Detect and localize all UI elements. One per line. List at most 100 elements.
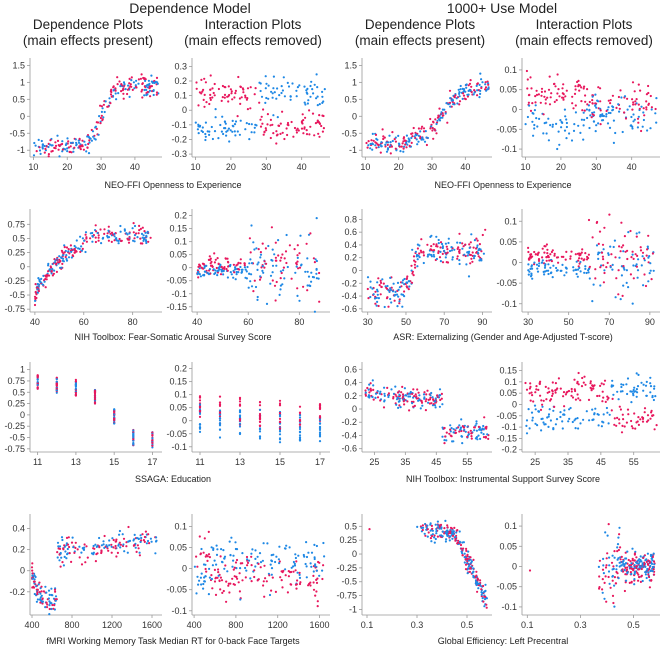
data-point (388, 134, 391, 137)
data-point (401, 293, 405, 296)
data-point (219, 273, 223, 276)
data-point (431, 527, 434, 530)
data-point (300, 127, 304, 130)
x-tick-label: 30 (523, 317, 533, 327)
data-point (544, 423, 547, 426)
data-point (648, 586, 652, 589)
data-point (405, 277, 408, 281)
data-point (227, 584, 230, 587)
data-point (649, 391, 652, 394)
data-point (273, 91, 276, 94)
data-point (417, 140, 420, 143)
data-point (31, 572, 34, 575)
data-point (470, 437, 473, 440)
data-point (295, 95, 298, 98)
data-point (466, 560, 469, 563)
data-point (610, 409, 613, 412)
data-point (456, 247, 459, 250)
data-point (303, 126, 306, 129)
data-point (464, 568, 468, 571)
data-point (459, 241, 462, 244)
data-point (475, 251, 478, 254)
data-point (455, 529, 458, 532)
data-point (223, 96, 226, 99)
data-point (266, 123, 269, 126)
data-point (579, 270, 582, 273)
data-point (295, 583, 298, 586)
data-point (80, 551, 83, 554)
data-point (582, 124, 585, 127)
model-title-dependence: Dependence Model (129, 0, 251, 16)
data-point (645, 569, 648, 572)
data-point (146, 93, 149, 96)
data-point (217, 571, 220, 574)
data-point (312, 570, 315, 573)
data-point (125, 232, 128, 235)
data-point (114, 547, 117, 550)
data-point (296, 254, 299, 257)
data-point (58, 155, 61, 158)
data-point (55, 263, 58, 266)
data-point (62, 564, 65, 567)
data-point (99, 228, 102, 231)
data-point (369, 280, 372, 283)
data-point (466, 553, 469, 556)
data-point (88, 141, 91, 144)
data-point (398, 397, 401, 400)
data-point (427, 401, 430, 404)
data-point (427, 531, 430, 534)
data-point (197, 123, 200, 126)
data-point (642, 118, 646, 122)
data-point (602, 564, 605, 567)
data-point (368, 383, 371, 386)
data-point (603, 581, 606, 585)
data-point (316, 86, 319, 89)
data-point (479, 92, 482, 95)
data-point (576, 382, 579, 385)
data-point (126, 88, 129, 91)
data-point (146, 539, 150, 543)
data-point (439, 250, 442, 253)
data-point (65, 142, 68, 145)
data-point (274, 259, 277, 262)
data-point (57, 144, 60, 147)
data-point (386, 147, 390, 150)
data-point (402, 395, 405, 398)
data-point (286, 121, 290, 125)
data-point (632, 277, 635, 280)
data-point (575, 272, 578, 276)
data-point (577, 397, 580, 400)
data-point (101, 118, 104, 121)
data-point (454, 536, 457, 539)
data-point (304, 562, 307, 566)
data-point (453, 248, 456, 251)
data-point (610, 385, 613, 388)
data-point (637, 568, 641, 571)
data-point (639, 418, 642, 421)
data-point (201, 262, 204, 265)
data-point (547, 387, 550, 390)
data-point (120, 239, 123, 243)
data-point (637, 573, 640, 576)
data-point (151, 437, 154, 440)
data-point (143, 237, 146, 240)
data-point (551, 381, 554, 384)
data-point (426, 255, 429, 258)
data-point (220, 270, 223, 273)
data-point (602, 421, 605, 424)
data-point (469, 79, 472, 82)
data-point (453, 526, 456, 530)
data-point (312, 276, 316, 279)
data-point (204, 563, 207, 566)
x-tick-label: 10 (28, 162, 38, 172)
data-point (58, 545, 62, 548)
data-point (571, 420, 574, 424)
data-point (71, 141, 74, 144)
data-point (379, 399, 382, 402)
data-point (429, 537, 432, 540)
data-point (263, 564, 266, 567)
y-tick-label: 0 (512, 258, 517, 268)
data-point (318, 418, 322, 421)
data-point (70, 250, 73, 253)
data-point (274, 590, 277, 594)
